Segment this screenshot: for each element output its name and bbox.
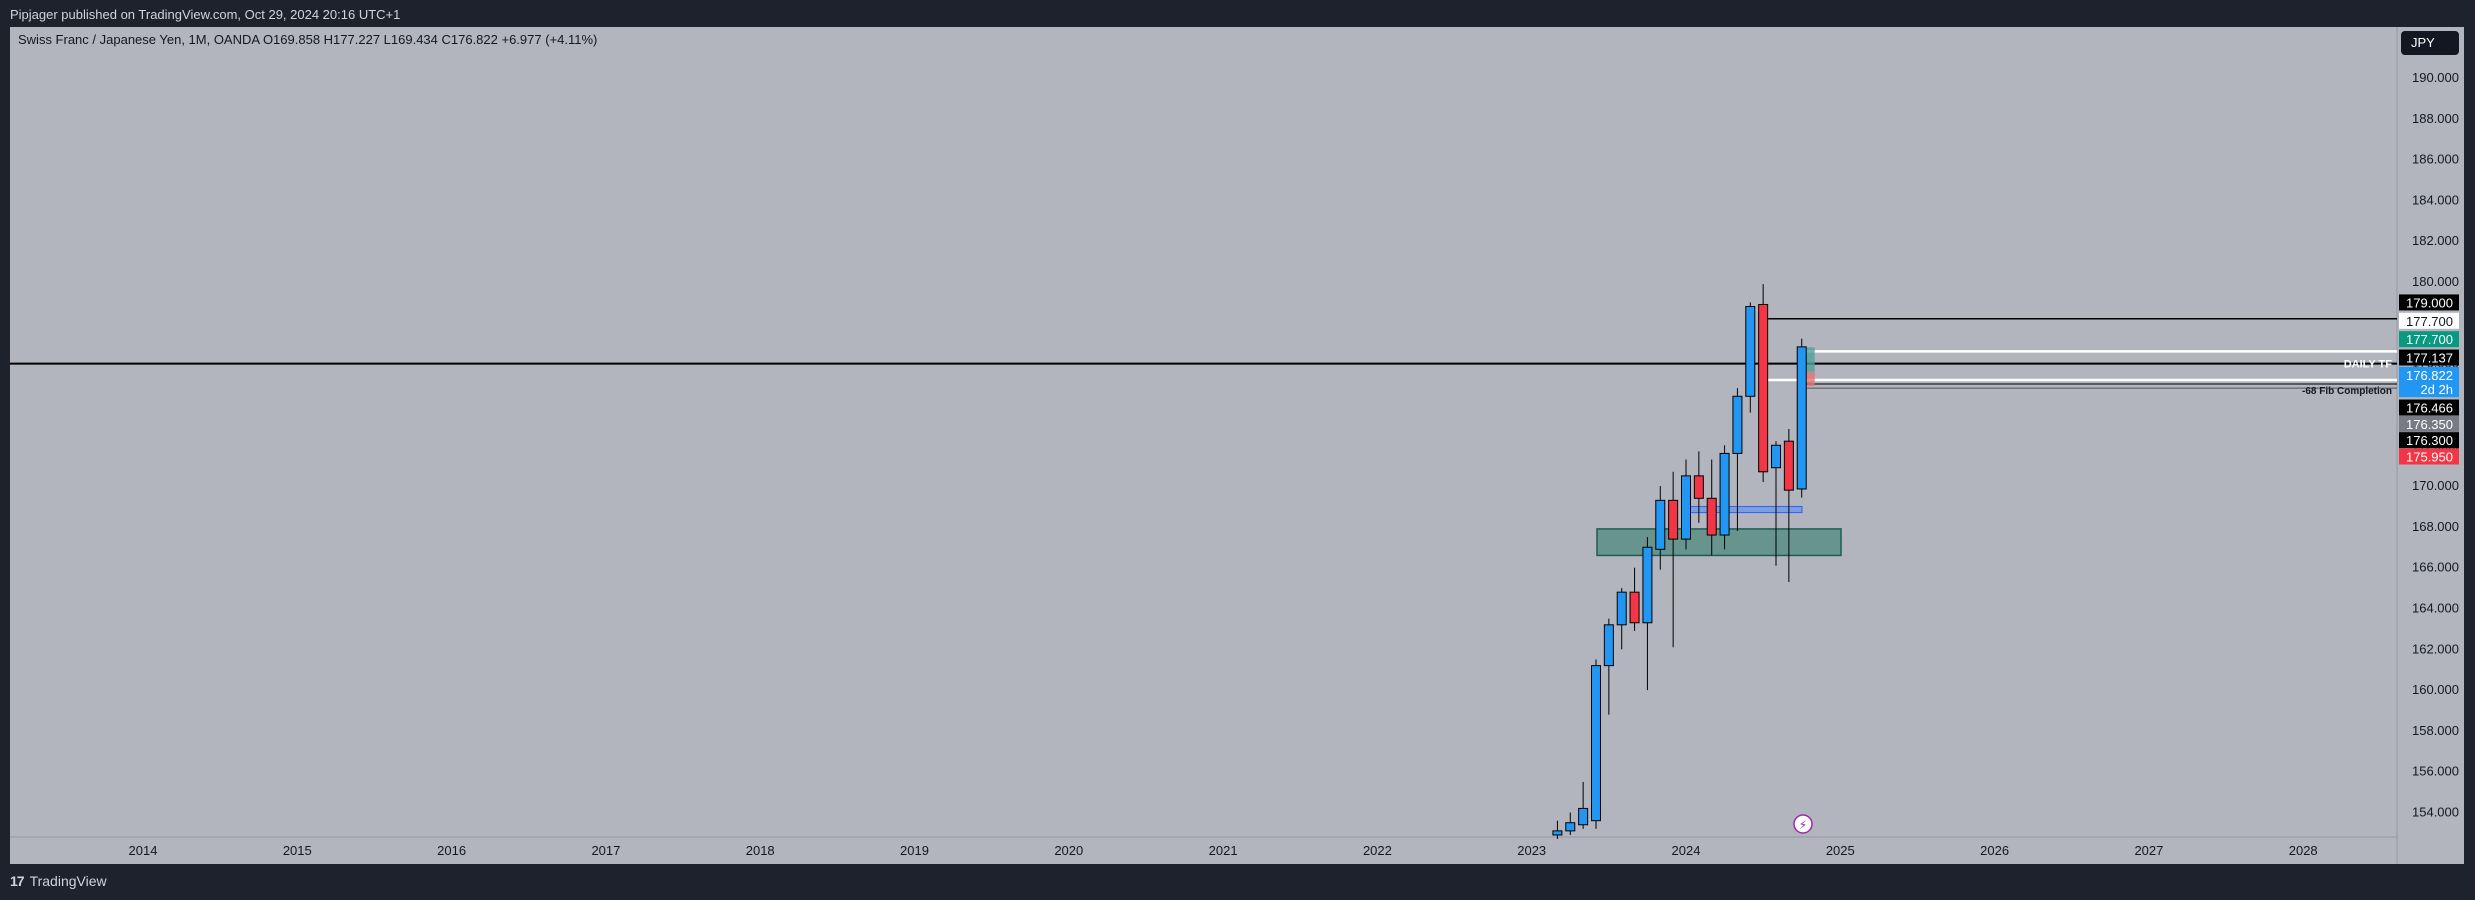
y-tick-label: 164.000 bbox=[2412, 600, 2459, 615]
candle-body[interactable] bbox=[1668, 499, 1679, 540]
candle-body[interactable] bbox=[1732, 395, 1743, 454]
publish-header: Pipjager published on TradingView.com, O… bbox=[0, 0, 2475, 27]
price-label: 177.700 bbox=[2406, 332, 2453, 347]
y-tick-label: 190.000 bbox=[2412, 70, 2459, 85]
y-tick-label: 182.000 bbox=[2412, 233, 2459, 248]
candle-body[interactable] bbox=[1565, 822, 1576, 832]
price-label: 177.700 bbox=[2406, 314, 2453, 329]
x-tick-label: 2014 bbox=[129, 843, 158, 858]
y-tick-label: 168.000 bbox=[2412, 519, 2459, 534]
candle-body[interactable] bbox=[1796, 346, 1807, 490]
footer: 17 TradingView bbox=[0, 864, 2475, 900]
price-label: 176.300 bbox=[2406, 433, 2453, 448]
x-tick-label: 2021 bbox=[1209, 843, 1238, 858]
price-label-bg bbox=[2399, 381, 2459, 398]
y-tick-label: 166.000 bbox=[2412, 560, 2459, 575]
price-label-bg bbox=[2399, 312, 2459, 329]
candle-body[interactable] bbox=[1642, 546, 1653, 624]
x-tick-label: 2025 bbox=[1826, 843, 1855, 858]
y-tick-label: 188.000 bbox=[2412, 111, 2459, 126]
price-label-bg bbox=[2399, 399, 2459, 416]
price-label: 176.466 bbox=[2406, 401, 2453, 416]
price-label-bg bbox=[2399, 294, 2459, 311]
candle-body[interactable] bbox=[1771, 444, 1782, 469]
candle-body[interactable] bbox=[1616, 591, 1627, 626]
chart-area[interactable] bbox=[10, 27, 2464, 864]
candle-body[interactable] bbox=[1783, 440, 1794, 491]
symbol-info: Swiss Franc / Japanese Yen, 1M, OANDA O1… bbox=[18, 32, 598, 47]
y-tick-label: 158.000 bbox=[2412, 723, 2459, 738]
x-tick-label: 2019 bbox=[900, 843, 929, 858]
x-tick-label: 2026 bbox=[1980, 843, 2009, 858]
tradingview-logo-icon: 17 bbox=[10, 873, 25, 889]
price-label-bg bbox=[2399, 349, 2459, 366]
candle-body[interactable] bbox=[1745, 306, 1756, 397]
lightning-icon: ⚡ bbox=[1799, 818, 1807, 832]
candle-body[interactable] bbox=[1706, 497, 1717, 536]
x-tick-label: 2027 bbox=[2134, 843, 2163, 858]
y-tick-label: 186.000 bbox=[2412, 152, 2459, 167]
price-label: 176.350 bbox=[2406, 417, 2453, 432]
demand-zone bbox=[1596, 528, 1842, 557]
price-label-bg bbox=[2399, 366, 2459, 383]
price-label-bg bbox=[2399, 415, 2459, 432]
publish-text: Pipjager published on TradingView.com, O… bbox=[10, 7, 401, 22]
x-tick-label: 2018 bbox=[746, 843, 775, 858]
brand-label: TradingView bbox=[29, 873, 107, 889]
tradingview-brand[interactable]: 17 TradingView bbox=[10, 873, 107, 889]
position-marker-up bbox=[1806, 347, 1815, 372]
y-tick-label: 154.000 bbox=[2412, 805, 2459, 820]
price-label: 179.000 bbox=[2406, 295, 2453, 310]
x-tick-label: 2016 bbox=[437, 843, 466, 858]
candle-body[interactable] bbox=[1681, 475, 1691, 540]
event-marker-icon[interactable] bbox=[1793, 814, 1813, 834]
candle-body[interactable] bbox=[1552, 830, 1563, 836]
candle-body[interactable] bbox=[1719, 452, 1730, 536]
candle-body[interactable] bbox=[1578, 807, 1589, 826]
chart-annotation: -68 Fib Completion bbox=[2302, 386, 2392, 397]
x-tick-label: 2024 bbox=[1672, 843, 1701, 858]
price-label: 2d 2h bbox=[2420, 382, 2453, 397]
price-label-bg bbox=[2399, 331, 2459, 348]
y-tick-label: 160.000 bbox=[2412, 682, 2459, 697]
price-label: 176.822 bbox=[2406, 368, 2453, 383]
position-marker-down bbox=[1806, 371, 1815, 387]
y-tick-label: 170.000 bbox=[2412, 478, 2459, 493]
candle-body[interactable] bbox=[1629, 591, 1640, 624]
price-label-bg bbox=[2399, 448, 2459, 465]
candle-body[interactable] bbox=[1693, 475, 1704, 499]
candle-body[interactable] bbox=[1655, 499, 1666, 550]
y-tick-label: 180.000 bbox=[2412, 274, 2459, 289]
x-tick-label: 2028 bbox=[2289, 843, 2318, 858]
candle-body[interactable] bbox=[1590, 665, 1601, 822]
price-label: 175.950 bbox=[2406, 449, 2453, 464]
x-tick-label: 2022 bbox=[1363, 843, 1392, 858]
candle-body[interactable] bbox=[1603, 624, 1614, 667]
x-tick-label: 2015 bbox=[283, 843, 312, 858]
x-tick-label: 2020 bbox=[1054, 843, 1083, 858]
x-tick-label: 2017 bbox=[591, 843, 620, 858]
x-tick-label: 2023 bbox=[1517, 843, 1546, 858]
price-label-bg bbox=[2399, 432, 2459, 449]
y-tick-label: 162.000 bbox=[2412, 641, 2459, 656]
price-label: 177.137 bbox=[2406, 351, 2453, 366]
y-tick-label: 156.000 bbox=[2412, 764, 2459, 779]
currency-button[interactable]: JPY bbox=[2401, 31, 2459, 55]
y-tick-label: 184.000 bbox=[2412, 192, 2459, 207]
candle-body[interactable] bbox=[1758, 303, 1769, 473]
chart-annotation: DAILY TF bbox=[2344, 359, 2393, 371]
